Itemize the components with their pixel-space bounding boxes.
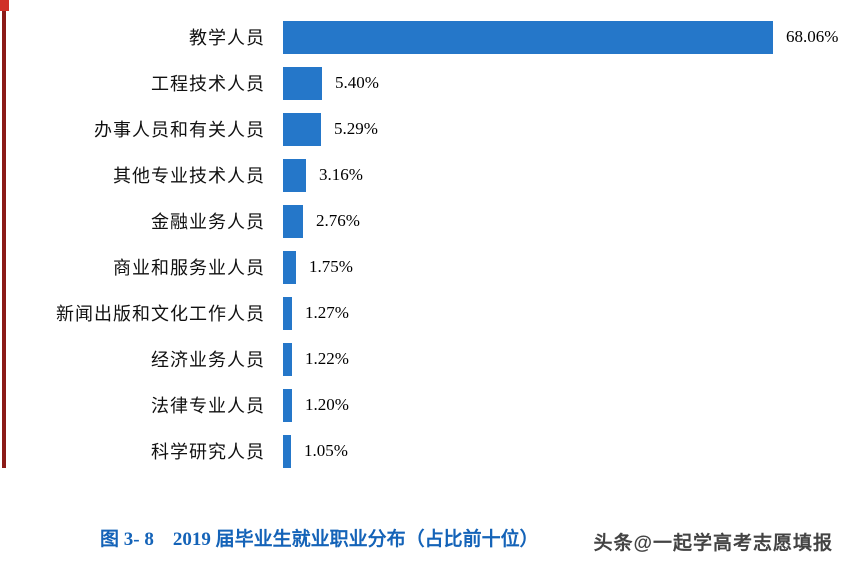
bar: [283, 204, 303, 238]
bar-track: 3.16%: [283, 152, 847, 198]
category-label: 工程技术人员: [151, 74, 265, 94]
bar: [283, 158, 306, 192]
value-label: 1.22%: [305, 349, 349, 368]
value-label: 5.40%: [335, 73, 379, 92]
bar-track: 1.27%: [283, 290, 847, 336]
category-label: 教学人员: [189, 28, 265, 48]
bar: [283, 296, 292, 330]
category-label: 商业和服务业人员: [113, 258, 265, 278]
bar-track: 5.40%: [283, 60, 847, 106]
bar: [283, 434, 291, 468]
chart-row: 商业和服务业人员 1.75%: [0, 244, 847, 290]
chart-row: 科学研究人员 1.05%: [0, 428, 847, 474]
chart-row: 工程技术人员 5.40%: [0, 60, 847, 106]
category-label: 科学研究人员: [151, 442, 265, 462]
bar: [283, 112, 321, 146]
value-label: 1.27%: [305, 303, 349, 322]
value-label: 5.29%: [334, 119, 378, 138]
bar: [283, 20, 773, 54]
category-label: 办事人员和有关人员: [94, 120, 265, 140]
value-label: 1.20%: [305, 395, 349, 414]
category-label: 其他专业技术人员: [113, 166, 265, 186]
watermark-text: 头条@一起学高考志愿填报: [593, 533, 833, 554]
bar-track: 1.05%: [283, 428, 847, 474]
category-label: 经济业务人员: [151, 350, 265, 370]
value-label: 2.76%: [316, 211, 360, 230]
chart-row: 法律专业人员 1.20%: [0, 382, 847, 428]
bar: [283, 250, 296, 284]
bar-track: 1.75%: [283, 244, 847, 290]
chart-row: 金融业务人员 2.76%: [0, 198, 847, 244]
bar-track: 68.06%: [283, 14, 847, 60]
value-label: 1.05%: [304, 441, 348, 460]
occupation-bar-chart: 教学人员 68.06% 工程技术人员 5.40% 办事人员和有关人员 5.29% 其他专业技…: [0, 14, 847, 474]
category-label: 新闻出版和文化工作人员: [56, 304, 265, 324]
chart-row: 办事人员和有关人员 5.29%: [0, 106, 847, 152]
bar: [283, 66, 322, 100]
value-label: 68.06%: [786, 27, 839, 46]
chart-row: 新闻出版和文化工作人员 1.27%: [0, 290, 847, 336]
value-label: 3.16%: [319, 165, 363, 184]
left-accent-line: [2, 6, 6, 468]
category-label: 法律专业人员: [151, 396, 265, 416]
bar-track: 5.29%: [283, 106, 847, 152]
bar: [283, 388, 292, 422]
red-corner-mark: [0, 0, 9, 11]
category-label: 金融业务人员: [151, 212, 265, 232]
bar: [283, 342, 292, 376]
bar-track: 1.20%: [283, 382, 847, 428]
value-label: 1.75%: [309, 257, 353, 276]
chart-row: 经济业务人员 1.22%: [0, 336, 847, 382]
chart-row: 教学人员 68.06%: [0, 14, 847, 60]
bar-track: 2.76%: [283, 198, 847, 244]
bar-track: 1.22%: [283, 336, 847, 382]
chart-caption: 图 3- 8 2019 届毕业生就业职业分布（占比前十位）: [100, 529, 539, 550]
chart-row: 其他专业技术人员 3.16%: [0, 152, 847, 198]
